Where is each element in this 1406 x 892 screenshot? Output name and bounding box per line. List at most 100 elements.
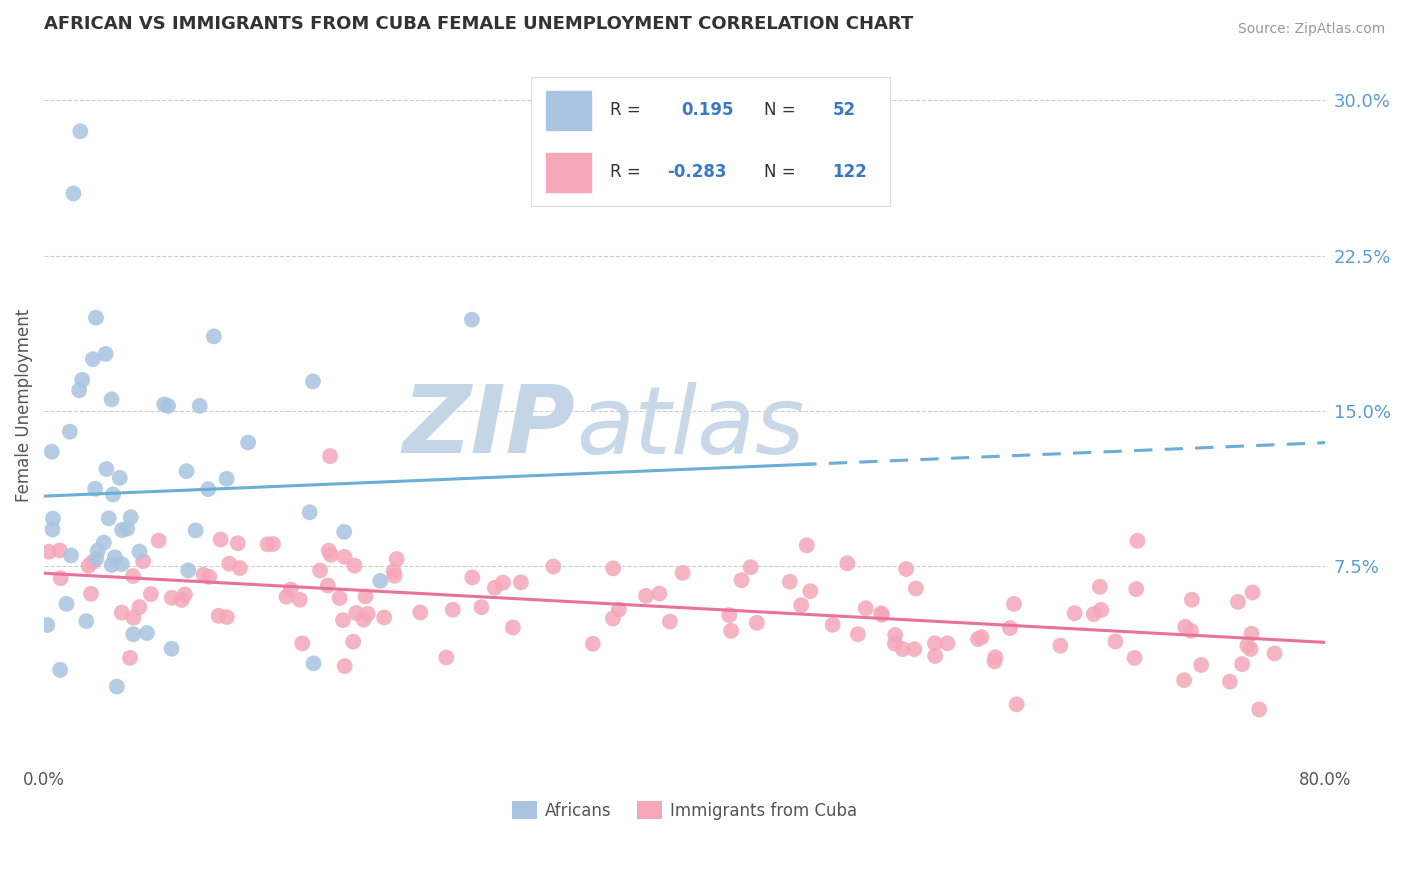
Point: [160, 641, 183, 656]
Point: [1249, 702, 1271, 716]
Point: [1240, 626, 1263, 640]
Point: [884, 628, 907, 642]
Point: [148, 533, 170, 548]
Point: [115, 521, 138, 535]
Point: [120, 510, 142, 524]
Text: ZIP: ZIP: [404, 381, 576, 474]
Point: [218, 557, 240, 571]
Point: [37, 618, 59, 632]
Point: [84, 310, 107, 325]
Point: [329, 591, 352, 605]
Point: [343, 558, 366, 573]
Point: [59, 425, 82, 439]
Point: [298, 505, 321, 519]
Y-axis label: Female Unemployment: Female Unemployment: [15, 310, 32, 502]
Point: [891, 642, 914, 657]
Point: [602, 561, 624, 575]
Point: [202, 329, 225, 343]
Point: [434, 650, 457, 665]
Point: [276, 590, 298, 604]
Point: [256, 537, 278, 551]
Point: [672, 566, 695, 580]
Point: [139, 587, 162, 601]
Point: [342, 634, 364, 648]
Point: [658, 615, 681, 629]
Point: [353, 613, 375, 627]
Point: [236, 435, 259, 450]
Point: [67, 384, 90, 398]
Point: [894, 562, 917, 576]
Point: [82, 352, 104, 367]
Point: [41, 523, 63, 537]
Point: [122, 627, 145, 641]
Point: [153, 397, 176, 411]
Point: [49, 571, 72, 585]
Point: [97, 511, 120, 525]
Point: [924, 648, 946, 663]
Point: [470, 600, 492, 615]
Point: [1219, 674, 1241, 689]
Point: [118, 650, 141, 665]
Point: [176, 464, 198, 478]
Point: [837, 557, 859, 571]
Point: [543, 559, 565, 574]
Point: [648, 586, 671, 600]
Point: [316, 578, 339, 592]
Point: [104, 550, 127, 565]
Point: [108, 471, 131, 485]
Point: [215, 472, 238, 486]
Point: [357, 607, 380, 621]
Point: [69, 124, 91, 138]
Point: [170, 593, 193, 607]
Point: [368, 574, 391, 588]
Point: [215, 610, 238, 624]
Point: [1090, 603, 1112, 617]
Point: [62, 186, 84, 201]
Point: [846, 627, 869, 641]
Point: [280, 582, 302, 597]
Point: [136, 626, 159, 640]
Point: [197, 482, 219, 496]
Point: [302, 375, 325, 389]
Point: [229, 561, 252, 575]
Point: [226, 536, 249, 550]
Point: [60, 549, 83, 563]
Point: [799, 584, 821, 599]
Point: [1063, 606, 1085, 620]
Point: [319, 449, 342, 463]
Point: [484, 581, 506, 595]
Point: [93, 535, 115, 549]
Point: [111, 523, 134, 537]
Point: [41, 444, 63, 458]
Point: [924, 636, 946, 650]
Point: [111, 606, 134, 620]
Point: [779, 574, 801, 589]
Point: [160, 591, 183, 605]
Point: [309, 564, 332, 578]
Point: [55, 597, 77, 611]
Point: [105, 680, 128, 694]
Point: [111, 557, 134, 571]
Point: [1226, 595, 1249, 609]
Point: [796, 538, 818, 552]
Point: [86, 551, 108, 566]
Point: [1083, 607, 1105, 622]
Point: [510, 575, 533, 590]
Point: [209, 533, 232, 547]
Point: [870, 607, 893, 621]
Point: [101, 487, 124, 501]
Point: [745, 615, 768, 630]
Point: [100, 558, 122, 572]
Point: [904, 582, 927, 596]
Point: [984, 650, 1007, 665]
Point: [373, 610, 395, 624]
Point: [1180, 624, 1202, 638]
Point: [177, 564, 200, 578]
Point: [96, 462, 118, 476]
Point: [318, 543, 340, 558]
Point: [821, 617, 844, 632]
Point: [634, 589, 657, 603]
Point: [70, 373, 93, 387]
Point: [344, 606, 367, 620]
Point: [38, 544, 60, 558]
